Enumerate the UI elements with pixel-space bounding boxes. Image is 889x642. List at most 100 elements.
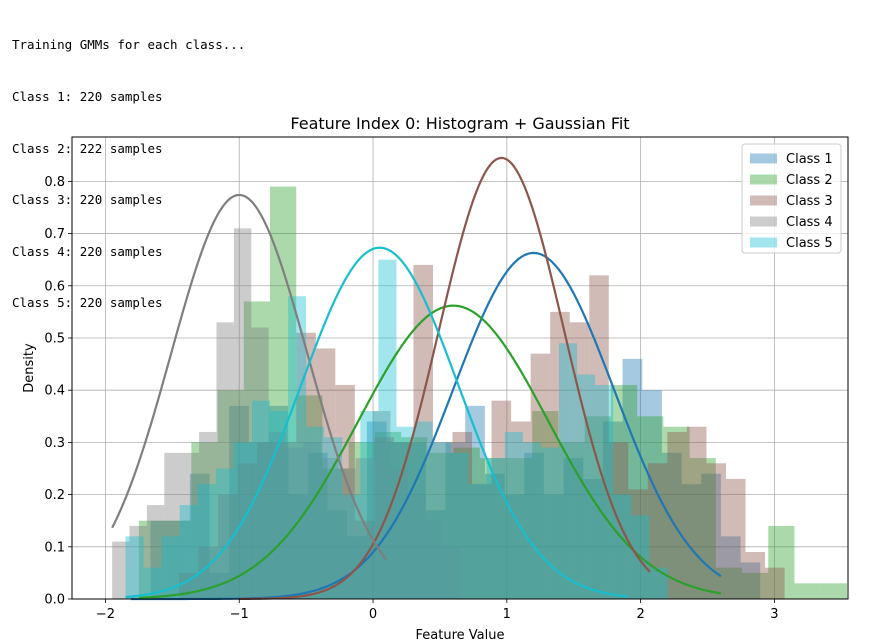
histogram-bar [569,322,590,599]
histogram-bar [468,484,487,599]
histogram-bar [602,421,623,599]
histogram-bar [179,505,198,599]
histogram-bar [150,520,171,599]
histogram-bar [233,228,252,599]
histogram-bar [740,562,761,599]
y-tick-label: 0.8 [44,175,65,190]
histogram-bar [522,442,541,599]
histogram-bar [425,520,443,599]
histogram-bar [484,473,505,599]
histogram-bar [450,452,469,599]
console-line: Class 2: 222 samples [12,140,163,156]
y-tick-label: 0.1 [44,540,65,555]
histogram-bar [720,536,741,599]
legend-label: Class 4 [786,215,833,230]
histogram-bar [794,583,821,599]
histogram-bar [296,332,316,599]
histogram-bar [589,275,609,599]
histogram-bar [251,400,271,599]
histogram-bar [129,525,147,599]
histogram-bar [432,442,451,599]
histogram-bar [374,437,394,599]
histogram-bar [583,478,603,599]
histogram-bar [504,494,525,599]
histogram-bar [286,447,304,599]
histogram-bar [524,452,544,599]
histogram-bar [191,442,218,599]
histogram-bar [453,447,480,599]
legend-swatch [750,153,777,164]
x-tick-label: 3 [770,607,778,622]
x-tick-label: −2 [96,607,115,622]
histogram-bar [406,442,426,599]
histogram-bar [146,505,165,599]
histogram-bar [452,431,473,599]
histogram-bar [689,458,716,599]
histogram-bar [303,442,321,599]
y-tick-label: 0.7 [44,227,65,242]
histogram-bar [251,327,269,599]
histogram-bar [243,301,271,599]
legend-swatch [750,216,777,227]
histogram-bar [288,494,308,599]
histogram-bar [315,348,336,599]
histogram-bar [164,452,182,599]
histogram-bar [559,343,578,599]
histogram-bar [396,426,415,599]
legend-label: Class 3 [786,194,833,209]
histogram-bar [563,458,584,599]
histogram-bar [595,384,614,599]
histogram-bar [360,411,379,599]
legend-swatch [750,174,777,185]
histogram-bar [637,416,664,599]
histogram-bar [161,536,180,599]
histogram-bar [550,311,570,599]
histogram-bar [288,296,307,599]
histogram-bar [338,468,356,599]
histogram-bar [479,458,507,599]
histogram-bars [112,186,847,600]
histogram-bar [378,259,397,599]
histogram-bar [486,458,505,599]
y-tick-label: 0.4 [44,384,65,399]
histogram-bar [181,452,200,599]
histogram-bar [628,489,648,599]
x-axis-label: Feature Value [416,628,505,642]
histogram-bar [701,473,721,599]
histogram-bar [112,541,130,599]
console-line: Class 1: 220 samples [12,89,163,104]
console-line: Class 5: 220 samples [12,295,163,311]
histogram-bar [390,468,408,599]
histogram-bar [296,395,323,599]
histogram-bar [199,431,217,599]
y-axis-label: Density [22,343,37,393]
histogram-bar [540,447,560,599]
y-tick-label: 0.0 [44,593,65,608]
console-line: Class 4: 220 samples [12,243,163,259]
histogram-bar [407,494,426,599]
legend-box [741,143,842,254]
histogram-bar [745,552,766,599]
console-line: Class 3: 220 samples [12,192,163,208]
histogram-bar [432,442,453,599]
legend-swatch [750,195,777,206]
console-line: Training GMMs for each class... [12,37,246,53]
x-tick-label: 1 [503,607,511,622]
histogram-bar [649,567,668,599]
histogram-bar [768,525,795,599]
x-tick-label: 0 [369,607,377,622]
histogram-bar [610,384,638,599]
histogram-bar [661,452,682,599]
histogram-bar [425,510,446,599]
histogram-bar [268,431,287,599]
y-tick-label: 0.2 [44,488,65,503]
histogram-bar [143,567,162,599]
console-output: Training GMMs for each class... Class 1:… [12,2,245,329]
legend-label: Class 2 [786,173,833,188]
plot-frame [71,136,849,600]
histogram-bar [373,411,391,599]
gaussian-fit-line [239,156,651,601]
histogram-bar [742,572,769,599]
histogram-bar [170,520,190,599]
